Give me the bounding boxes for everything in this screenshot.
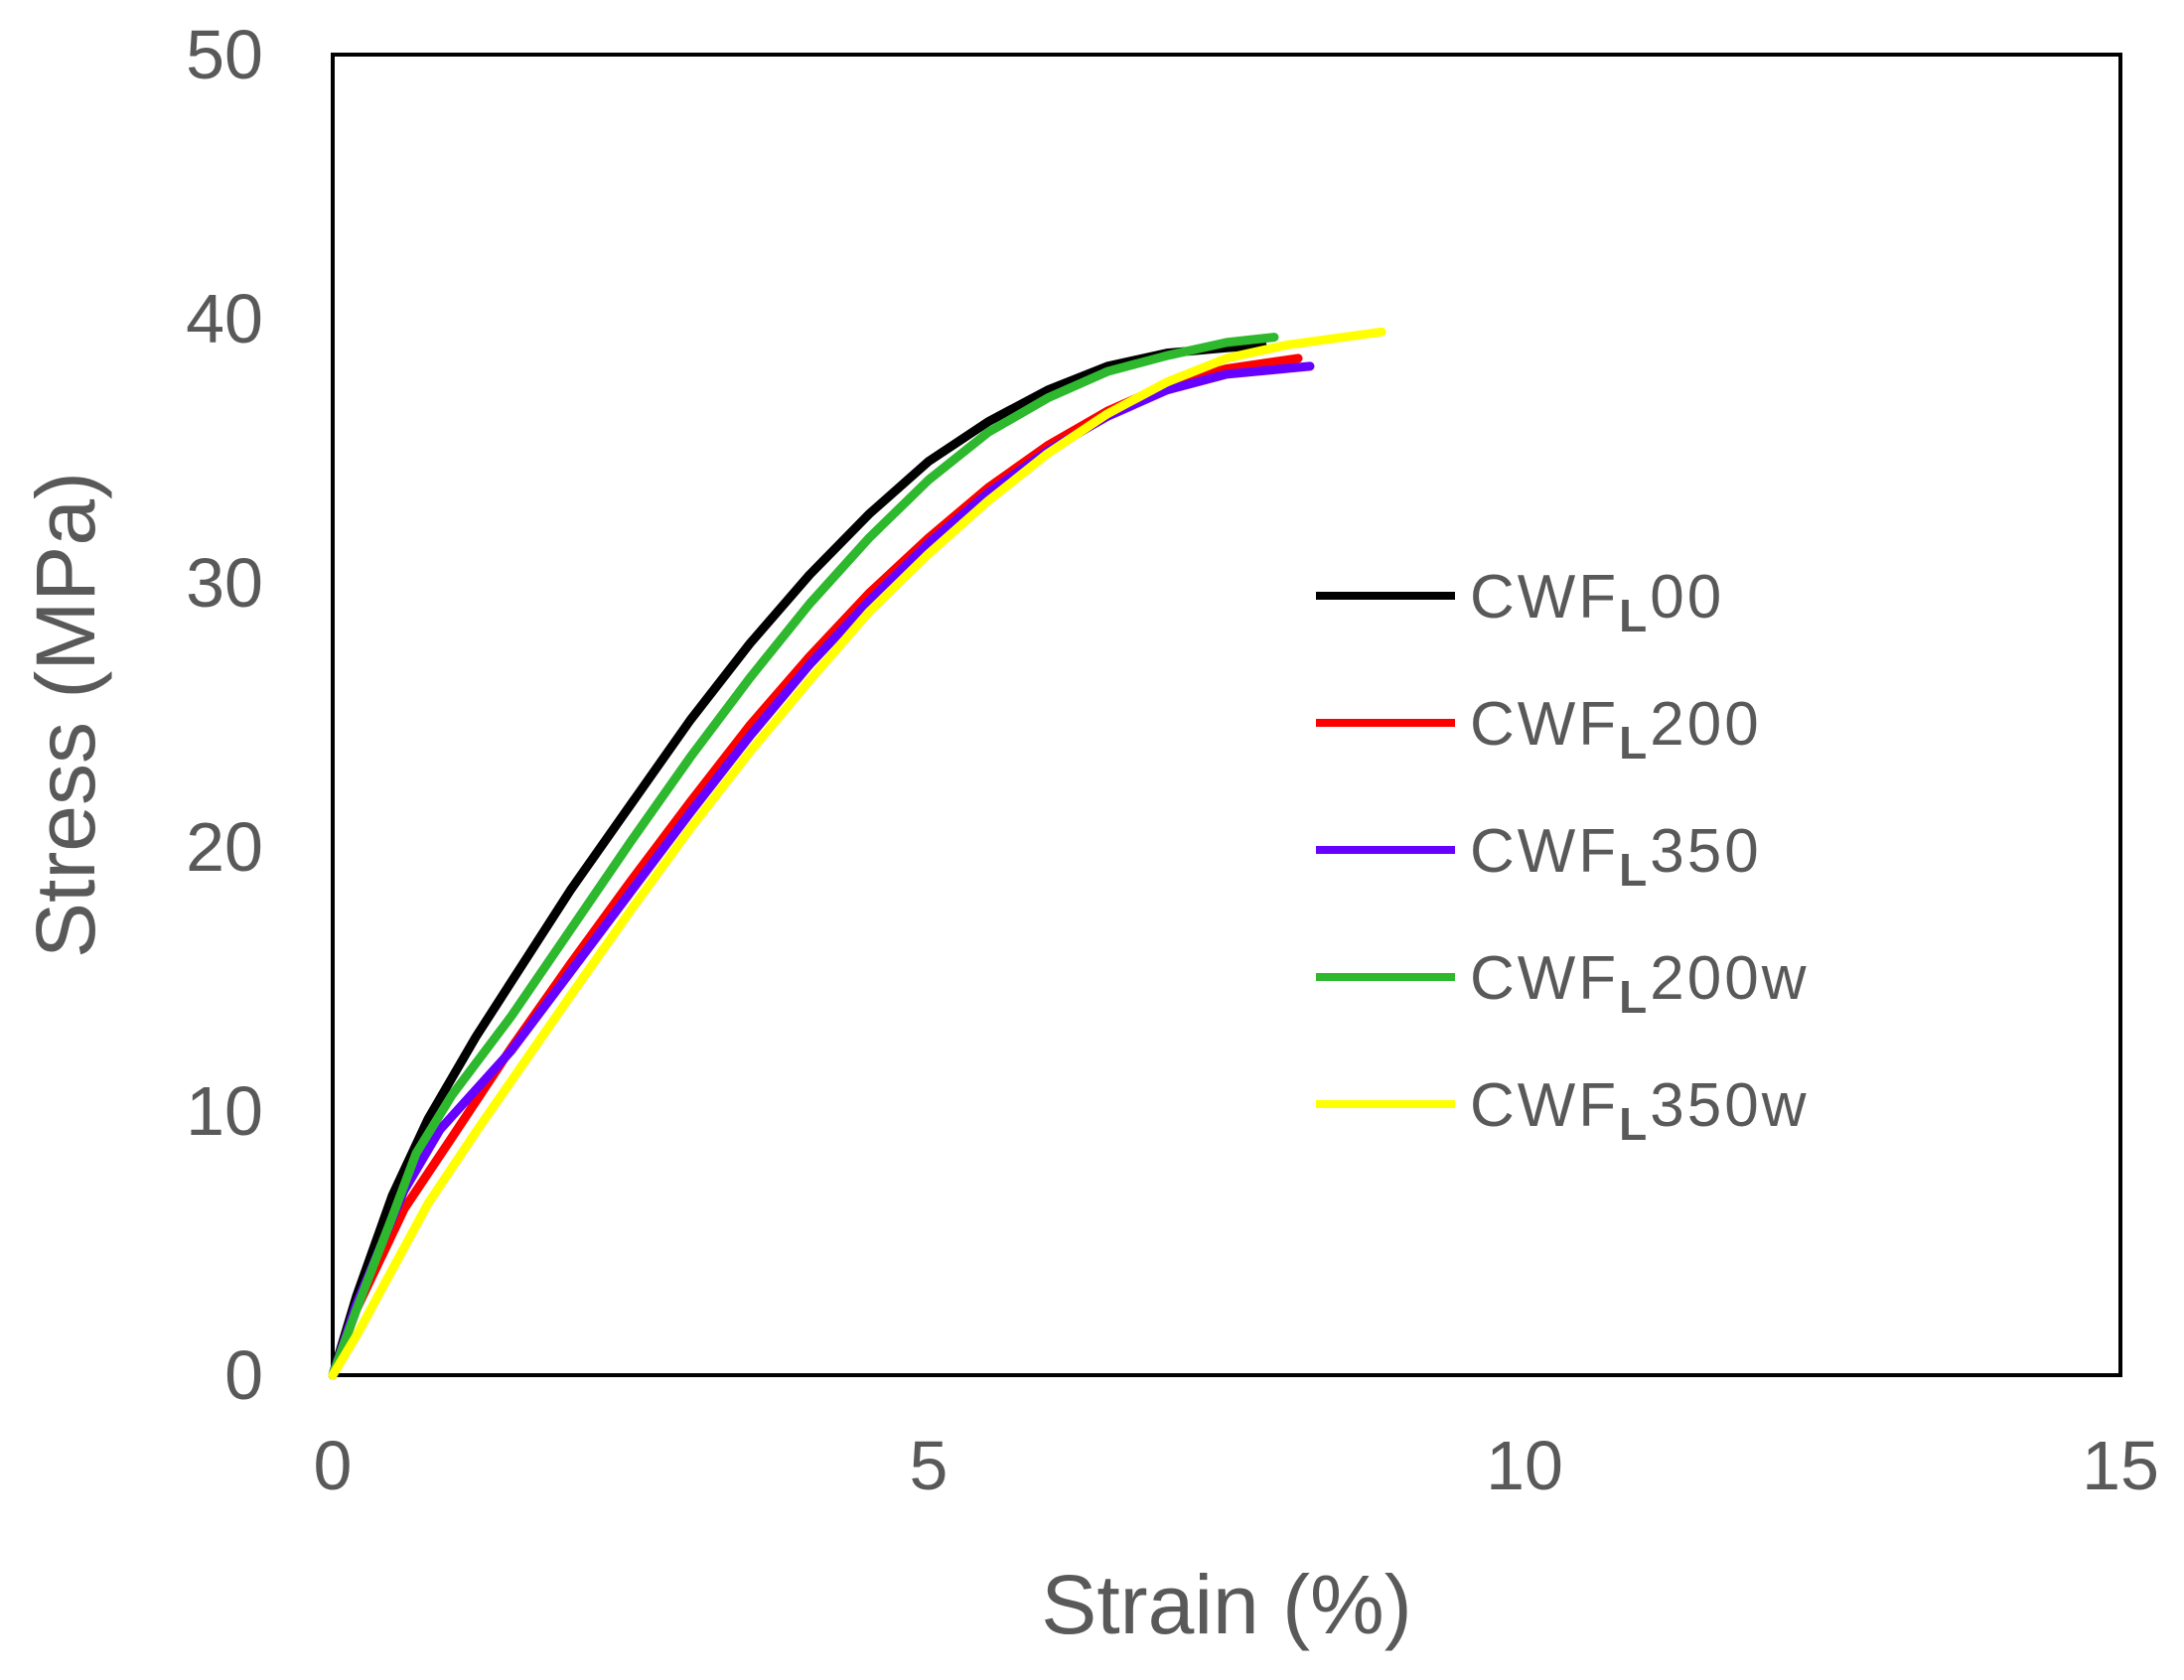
x-tick-label-10: 10 xyxy=(1486,1427,1563,1504)
legend-item-cwfl200w: CWFL200w xyxy=(1316,944,1810,1023)
x-tick-label-0: 0 xyxy=(314,1427,353,1504)
y-axis-title: Stress (MPa) xyxy=(19,472,112,958)
series-line-cwfl00 xyxy=(328,341,1267,1380)
legend-item-cwfl350: CWFL350 xyxy=(1316,817,1762,896)
legend-label: CWFL00 xyxy=(1470,563,1724,641)
x-axis-title: Strain (%) xyxy=(1041,1558,1411,1651)
y-tick-label-20: 20 xyxy=(186,808,263,886)
legend-label: CWFL200 xyxy=(1470,690,1762,769)
x-tick-label-15: 15 xyxy=(2082,1427,2159,1504)
legend-label: CWFL350 xyxy=(1470,817,1762,896)
series-line-cwfl350w xyxy=(328,327,1386,1380)
series-line-cwfl200w xyxy=(328,333,1279,1380)
legend: CWFL00 CWFL200 CWFL350 CWFL200w CWFL350w xyxy=(1316,563,1810,1150)
x-tick-label-5: 5 xyxy=(910,1427,948,1504)
y-tick-label-30: 30 xyxy=(186,544,263,622)
legend-label: CWFL200w xyxy=(1470,944,1810,1023)
y-tick-label-0: 0 xyxy=(224,1336,263,1414)
y-tick-label-50: 50 xyxy=(186,16,263,93)
x-axis: 0 5 10 15 xyxy=(314,1427,2159,1504)
plot-area xyxy=(331,53,2122,1377)
legend-item-cwfl00: CWFL00 xyxy=(1316,563,1724,641)
legend-item-cwfl350w: CWFL350w xyxy=(1316,1071,1810,1150)
legend-label: CWFL350w xyxy=(1470,1071,1810,1150)
series-lines xyxy=(328,327,1386,1380)
y-tick-label-10: 10 xyxy=(186,1072,263,1150)
y-axis: 0 10 20 30 40 50 xyxy=(186,16,263,1414)
y-tick-label-40: 40 xyxy=(186,280,263,357)
legend-item-cwfl200: CWFL200 xyxy=(1316,690,1762,769)
